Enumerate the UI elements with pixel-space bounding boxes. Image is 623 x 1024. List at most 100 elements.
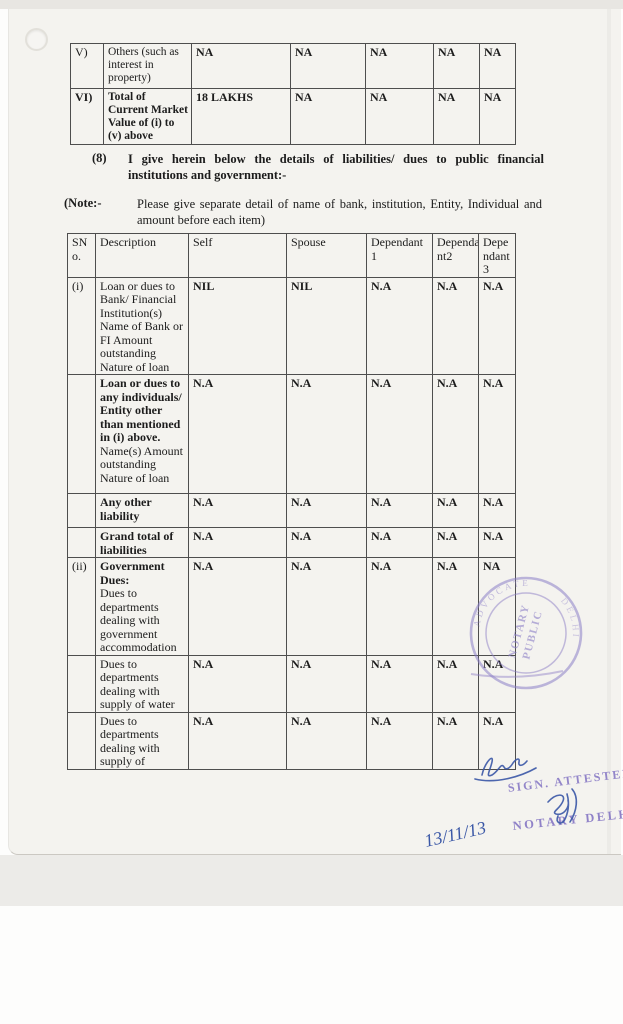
- description-bold: Any other liability: [100, 495, 152, 523]
- liabilities-table: SN o. Description Self Spouse Dependant …: [67, 233, 516, 770]
- cell-dependant3: N.A: [478, 493, 516, 528]
- header-sn: SN o.: [67, 233, 96, 278]
- table-row: (i) Loan or dues to Bank/ Financial Inst…: [67, 276, 516, 375]
- description-bold: Total of Current Market Value of (i) to …: [108, 91, 188, 142]
- row-description: Dues to departments dealing with supply …: [95, 654, 189, 713]
- table-row: Dues to departments dealing with supply …: [67, 654, 516, 713]
- cell-self: NA: [191, 43, 291, 89]
- note-text: Please give separate detail of name of b…: [137, 197, 542, 227]
- cell-dependant2: N.A: [432, 711, 479, 770]
- cell-dependant1: N.A: [366, 711, 433, 770]
- row-sn: [67, 374, 96, 494]
- cell-self: N.A: [188, 493, 287, 528]
- description-text: Loan or dues to Bank/ Financial Institut…: [100, 278, 183, 374]
- signature-2: [547, 793, 570, 824]
- handwritten-date: 13/11/13: [422, 817, 488, 851]
- cell-dependant1: NA: [365, 43, 434, 89]
- cell-dependant1: N.A: [366, 493, 433, 528]
- note-paragraph: (Note:- Please give separate detail of n…: [64, 196, 542, 228]
- section-number: (8): [92, 151, 107, 165]
- cell-dependant2: N.A: [432, 276, 479, 375]
- cell-spouse: N.A: [286, 493, 367, 528]
- row-sn: VI): [70, 88, 104, 145]
- header-dependant2: Dependa nt2: [432, 233, 479, 278]
- cell-dependant2: N.A: [432, 493, 479, 528]
- cell-dependant1: NA: [365, 88, 434, 145]
- cell-spouse: NIL: [286, 276, 367, 375]
- cell-dependant2: N.A: [432, 527, 479, 558]
- signature-2-flourish: [569, 788, 578, 823]
- cell-spouse: NA: [290, 88, 366, 145]
- description-text: Dues to departments dealing with supply …: [100, 713, 160, 768]
- cell-dependant3: N.A: [478, 527, 516, 558]
- cell-self: N.A: [188, 527, 287, 558]
- cell-dependant3: N.A: [478, 711, 516, 770]
- cell-dependant1: N.A: [366, 374, 433, 494]
- cell-dependant2: N.A: [432, 557, 479, 656]
- cell-dependant3: NA: [478, 557, 516, 656]
- header-self: Self: [188, 233, 287, 278]
- cell-spouse: N.A: [286, 654, 367, 713]
- scan-background-top: [0, 0, 623, 9]
- header-dependant1: Dependant 1: [366, 233, 433, 278]
- cell-spouse: N.A: [286, 527, 367, 558]
- signature-1-underline: [474, 767, 537, 782]
- cell-spouse: N.A: [286, 711, 367, 770]
- cell-dependant3: NA: [479, 88, 516, 145]
- table-row: Grand total of liabilities N.A N.A N.A N…: [67, 527, 516, 558]
- description-bold: Government Dues:: [100, 559, 165, 587]
- punch-hole: [25, 28, 48, 51]
- table-header-row: SN o. Description Self Spouse Dependant …: [67, 233, 516, 278]
- signature-1: [481, 757, 528, 777]
- cell-dependant1: N.A: [366, 527, 433, 558]
- header-spouse: Spouse: [286, 233, 367, 278]
- cell-dependant2: NA: [433, 43, 480, 89]
- description-text: Dues to departments dealing with governm…: [100, 586, 177, 654]
- cell-dependant2: N.A: [432, 654, 479, 713]
- signature-area: 13/11/13: [422, 757, 578, 851]
- cell-spouse: N.A: [286, 557, 367, 656]
- note-label: (Note:-: [64, 196, 102, 210]
- description-bold: Loan or dues to any individuals/ Entity …: [100, 376, 182, 444]
- cell-self: N.A: [188, 654, 287, 713]
- cell-self: N.A: [188, 374, 287, 494]
- cell-dependant1: N.A: [366, 276, 433, 375]
- description-text: Others (such as interest in property): [108, 46, 179, 84]
- row-description: Total of Current Market Value of (i) to …: [103, 88, 192, 145]
- header-description: Description: [95, 233, 189, 278]
- description-text: Dues to departments dealing with supply …: [100, 656, 175, 711]
- page-edge-shade: [607, 9, 611, 854]
- assets-table: V) Others (such as interest in property)…: [70, 43, 516, 145]
- cell-spouse: N.A: [286, 374, 367, 494]
- row-description: Government Dues: Dues to departments deal…: [95, 557, 189, 656]
- cell-self: 18 LAKHS: [191, 88, 291, 145]
- row-sn: [67, 654, 96, 713]
- table-row: Any other liability N.A N.A N.A N.A N.A: [67, 493, 516, 528]
- section-8-heading: (8) I give herein below the details of l…: [92, 151, 544, 183]
- row-sn: [67, 711, 96, 770]
- cell-dependant3: N.A: [478, 654, 516, 713]
- table-row: VI) Total of Current Market Value of (i)…: [70, 88, 516, 145]
- row-sn: V): [70, 43, 104, 89]
- cell-dependant1: N.A: [366, 654, 433, 713]
- row-description: Loan or dues to Bank/ Financial Institut…: [95, 276, 189, 375]
- row-sn: [67, 493, 96, 528]
- row-sn: [67, 527, 96, 558]
- table-row: Loan or dues to any individuals/ Entity …: [67, 374, 516, 494]
- cell-dependant1: N.A: [366, 557, 433, 656]
- row-description: Any other liability: [95, 493, 189, 528]
- table-row: (ii) Government Dues: Dues to departments…: [67, 557, 516, 656]
- cell-spouse: NA: [290, 43, 366, 89]
- cell-self: N.A: [188, 711, 287, 770]
- table-row: Dues to departments dealing with supply …: [67, 711, 516, 770]
- scan-background-bottom: [0, 855, 623, 906]
- cell-dependant3: N.A: [478, 276, 516, 375]
- cell-dependant3: N.A: [478, 374, 516, 494]
- cell-dependant2: NA: [433, 88, 480, 145]
- row-sn: (ii): [67, 557, 96, 656]
- table-row: V) Others (such as interest in property)…: [70, 43, 516, 89]
- header-dependant3: Depe ndant 3: [478, 233, 516, 278]
- description-text: Name(s) Amount outstanding Nature of loa…: [100, 443, 183, 485]
- row-description: Loan or dues to any individuals/ Entity …: [95, 374, 189, 494]
